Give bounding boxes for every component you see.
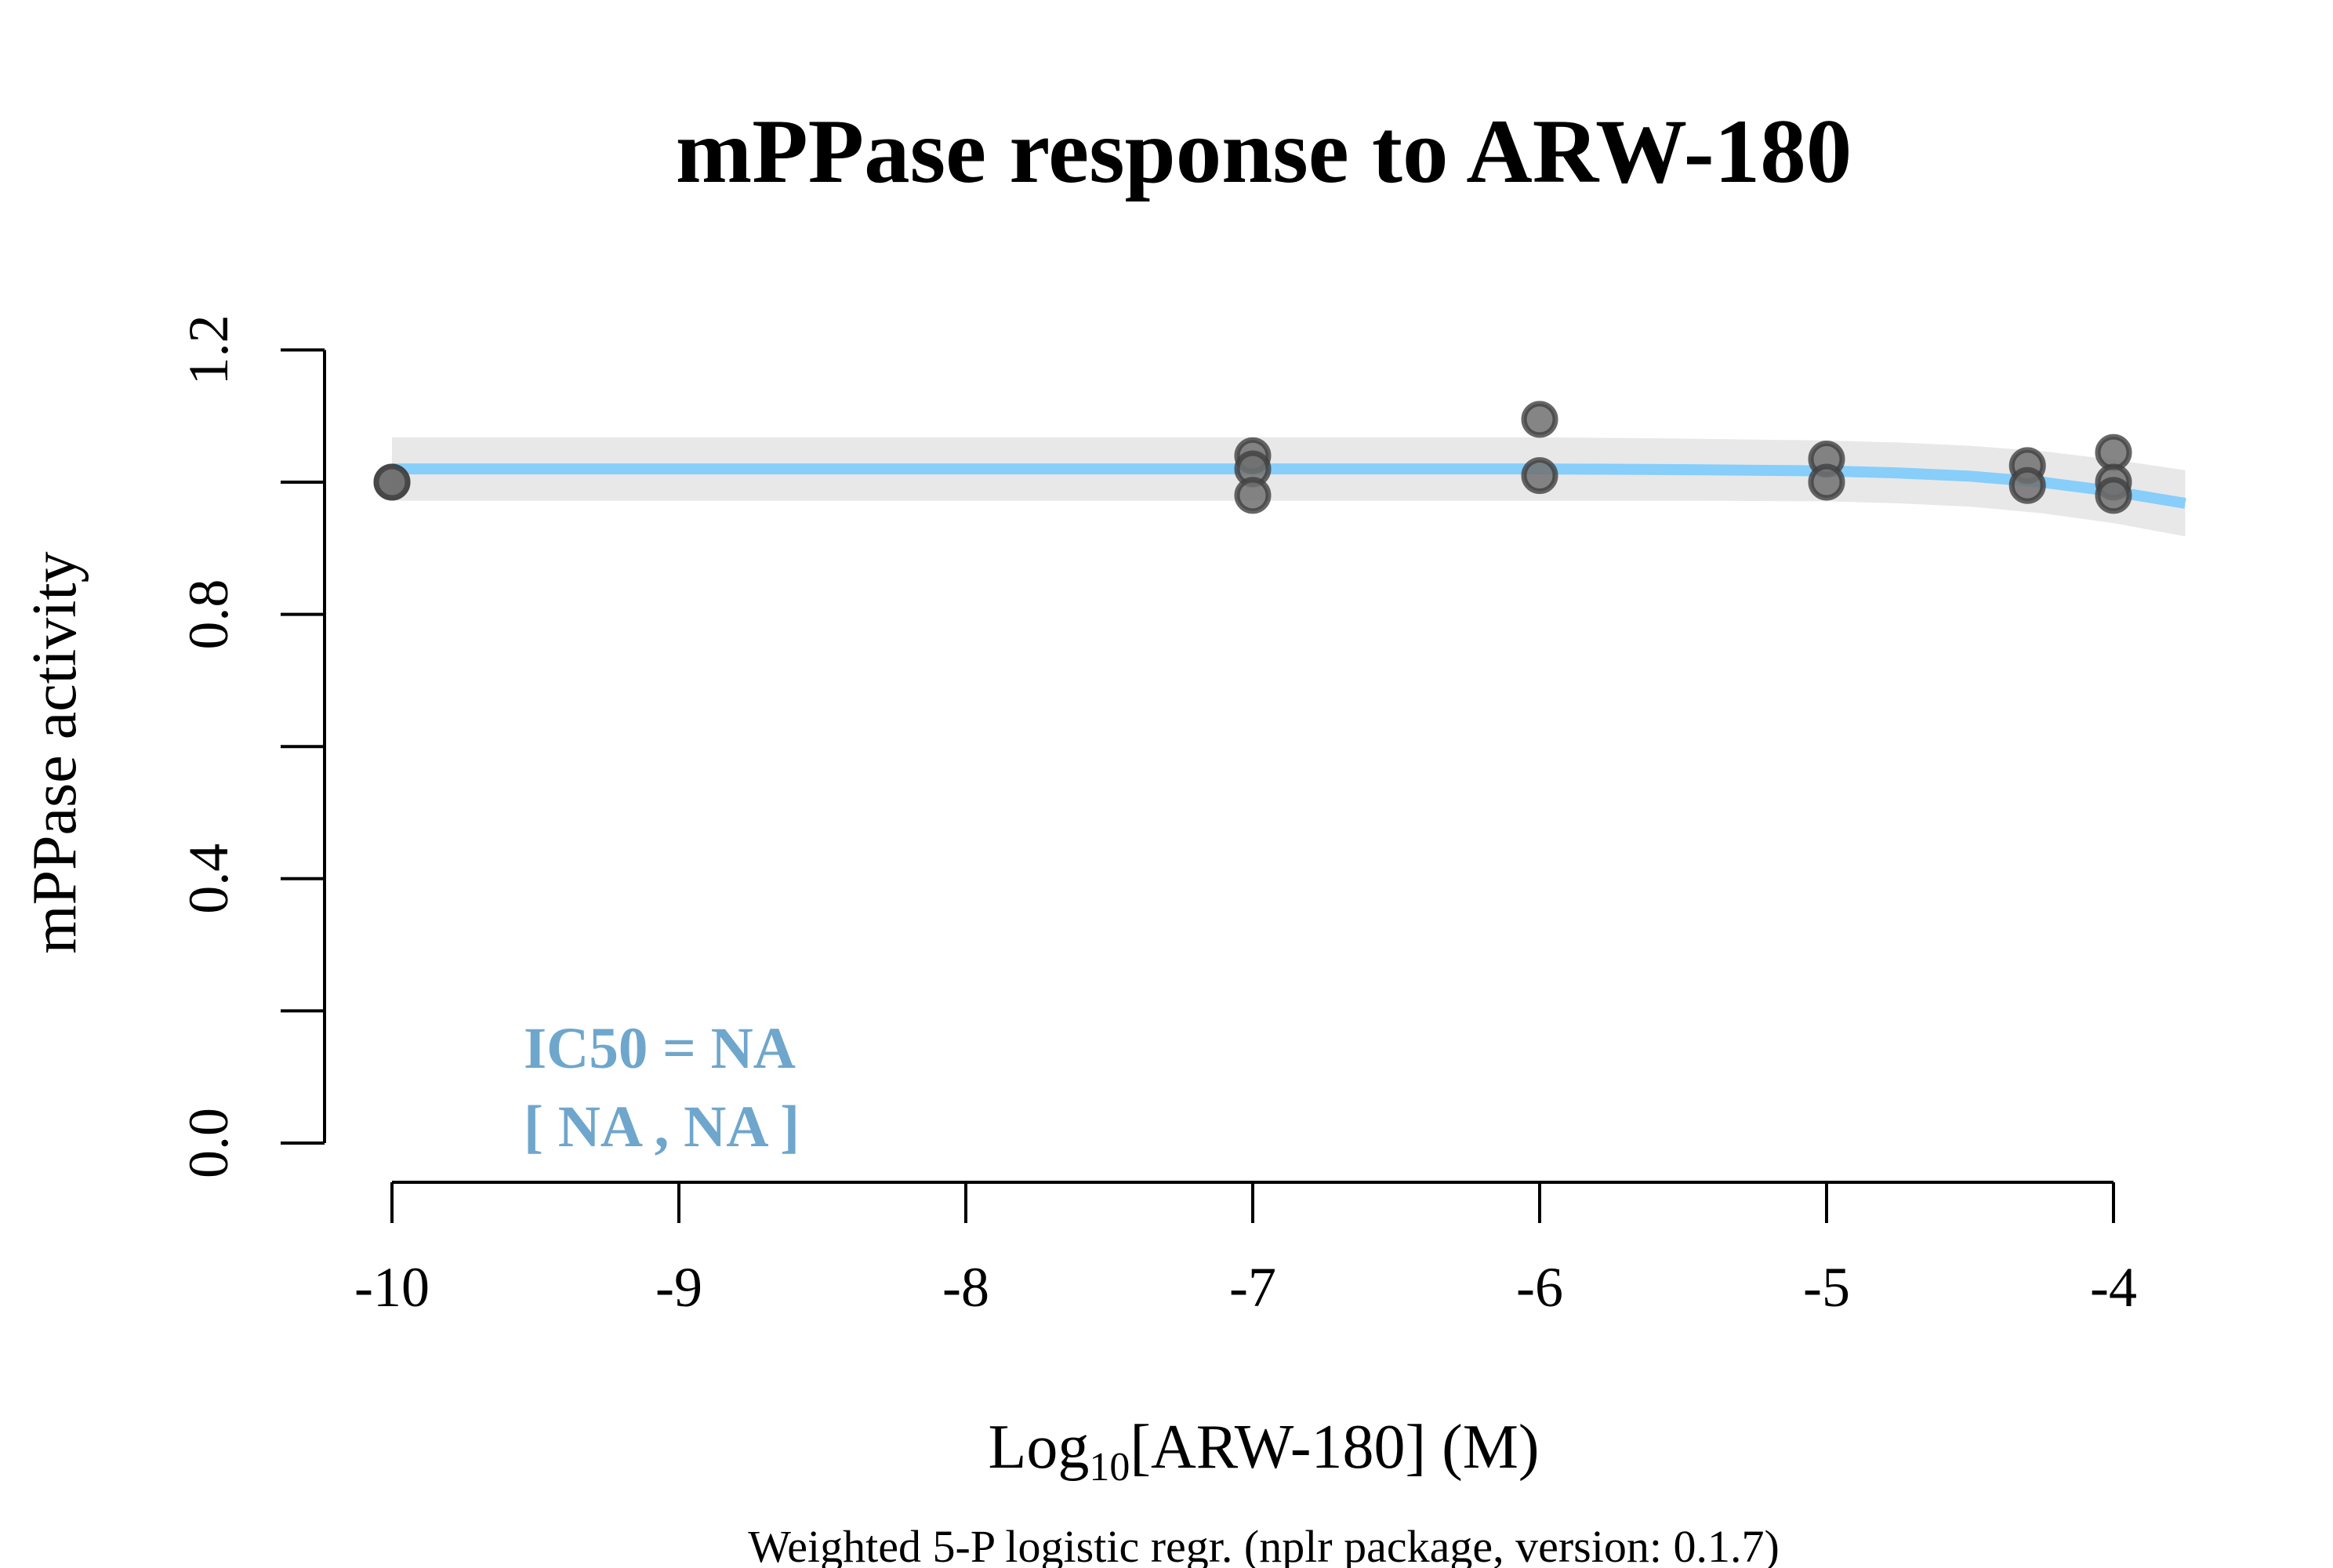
data-point <box>1521 401 1558 438</box>
x-tick-label: -5 <box>1803 1256 1850 1319</box>
data-point <box>1808 463 1845 501</box>
y-axis-label: mPPase activity <box>20 551 89 953</box>
y-axis: 0.0 0.4 0.8 1.2 <box>177 314 326 1178</box>
x-tick-label: -4 <box>2090 1256 2137 1319</box>
y-tick-label: 0.8 <box>177 579 240 650</box>
confidence-band <box>392 437 2186 537</box>
fit-curve <box>392 463 2186 509</box>
footnote: Weighted 5-P logistic regr. (nplr packag… <box>748 1521 1780 1568</box>
x-tick-label: -10 <box>354 1256 430 1319</box>
x-axis: -10 -9 -8 -7 -6 -5 -4 <box>354 1181 2137 1319</box>
annotation-ci: [ NA , NA ] <box>524 1094 800 1160</box>
x-tick-label: -9 <box>655 1256 702 1319</box>
data-point <box>373 463 411 501</box>
x-axis-label-prefix: Log <box>988 1413 1089 1482</box>
x-axis-label: Log10[ARW-180] (M) <box>988 1413 1539 1490</box>
y-tick-label: 0.0 <box>177 1108 240 1178</box>
data-points <box>373 401 2132 514</box>
data-point <box>2095 477 2132 514</box>
data-point <box>1234 477 1272 514</box>
fit-curve-line <box>392 463 2186 509</box>
x-axis-label-suffix: [ARW-180] (M) <box>1130 1413 1539 1482</box>
data-point <box>1521 457 1558 495</box>
y-tick-label: 1.2 <box>177 314 240 385</box>
y-tick-label: 0.4 <box>177 844 240 914</box>
x-tick-label: -7 <box>1229 1256 1276 1319</box>
chart-title: mPPase response to ARW-180 <box>676 101 1852 202</box>
x-tick-label: -6 <box>1516 1256 1563 1319</box>
x-tick-label: -8 <box>942 1256 989 1319</box>
annotation-ic50: IC50 = NA <box>524 1016 796 1081</box>
confidence-band-area <box>392 437 2186 537</box>
x-axis-label-subscript: 10 <box>1089 1445 1130 1490</box>
data-point <box>2095 434 2132 471</box>
data-point <box>2008 466 2046 504</box>
